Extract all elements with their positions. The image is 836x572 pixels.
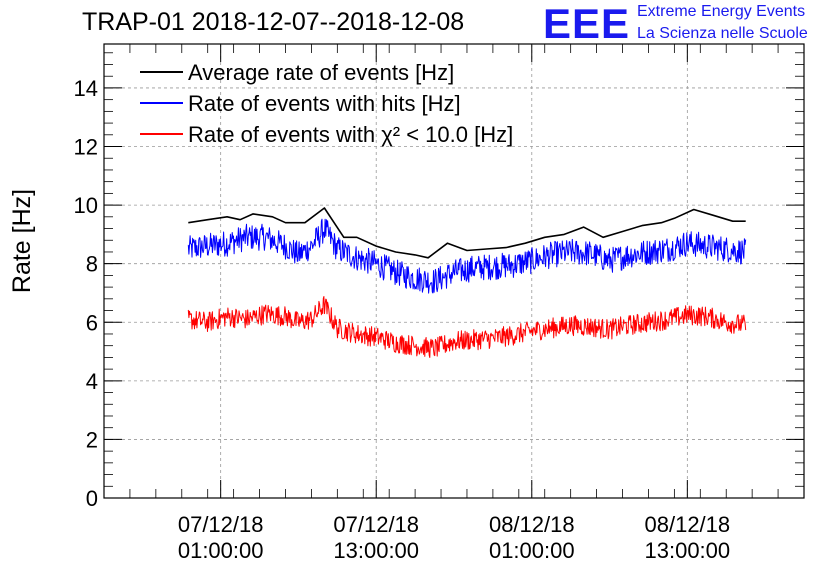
x-tick-label-date: 08/12/18 (645, 512, 731, 537)
series-line-hits (187, 218, 747, 294)
y-axis-label: Rate [Hz] (8, 189, 36, 293)
chart-title: TRAP-01 2018-12-07--2018-12-08 (82, 8, 465, 36)
y-tick-label: 12 (74, 135, 98, 160)
series-line-chi2 (187, 296, 747, 358)
legend-entry-hits: Rate of events with hits [Hz] (188, 91, 461, 116)
y-tick-label: 2 (86, 427, 98, 452)
x-tick-label-time: 13:00:00 (333, 538, 419, 563)
logo-line-2: La Scienza nelle Scuole (637, 25, 808, 42)
y-tick-label: 6 (86, 310, 98, 335)
y-tick-label: 8 (86, 252, 98, 277)
plot-frame (103, 43, 805, 499)
series-line-average (188, 207, 746, 259)
x-tick-label-date: 08/12/18 (489, 512, 575, 537)
x-tick-label-date: 07/12/18 (178, 512, 264, 537)
y-tick-label: 4 (86, 369, 98, 394)
legend-entry-chi2: Rate of events with χ² < 10.0 [Hz] (188, 122, 513, 147)
x-tick-label-time: 13:00:00 (645, 538, 731, 563)
eee-logo: EEE (543, 0, 631, 47)
y-tick-label: 0 (86, 486, 98, 511)
logo-line-1: Extreme Energy Events (637, 3, 806, 20)
y-tick-label: 14 (74, 76, 98, 101)
x-tick-label-date: 07/12/18 (333, 512, 419, 537)
x-tick-label-time: 01:00:00 (489, 538, 575, 563)
legend-entry-average: Average rate of events [Hz] (188, 60, 454, 85)
x-tick-label-time: 01:00:00 (178, 538, 264, 563)
y-tick-label: 10 (74, 193, 98, 218)
